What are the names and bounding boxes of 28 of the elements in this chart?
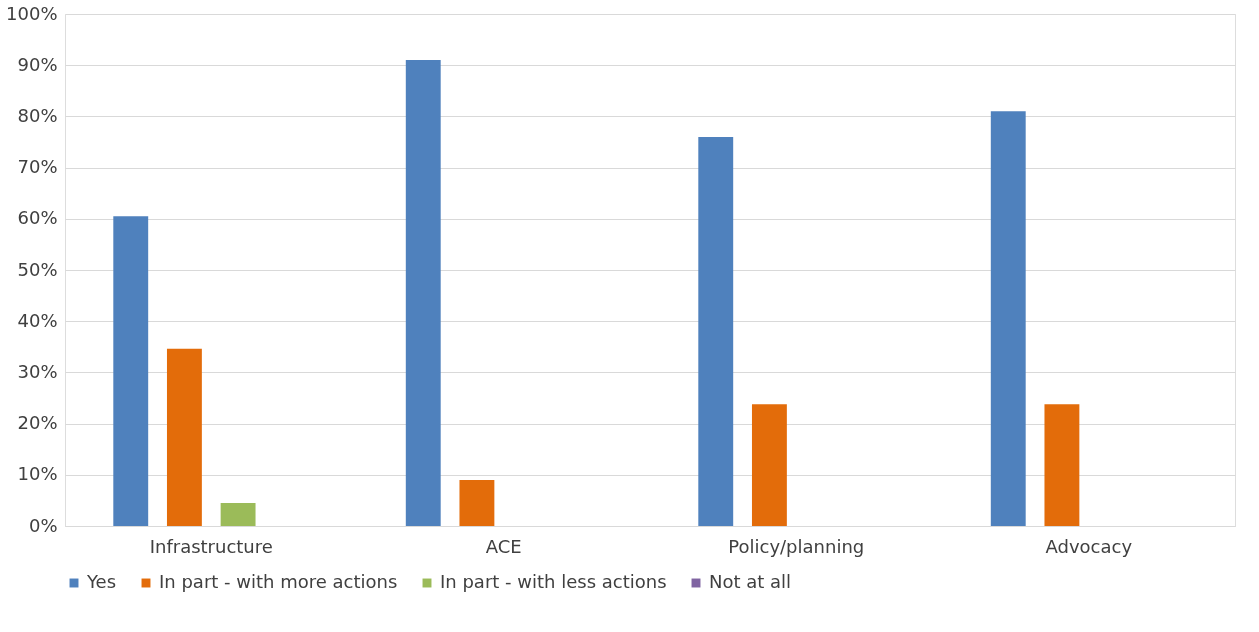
y-tick-label: 70%: [17, 156, 58, 178]
legend-label: Yes: [86, 571, 117, 592]
bar: [751, 404, 787, 526]
y-tick-label: 30%: [17, 360, 58, 382]
legend-label: Not at all: [709, 571, 792, 592]
x-tick-label: Advocacy: [1045, 535, 1133, 557]
y-tick-label: 20%: [17, 412, 58, 434]
bar: [166, 348, 202, 526]
bar: [405, 60, 441, 526]
bar: [990, 111, 1026, 526]
y-tick-label: 80%: [17, 104, 58, 126]
y-tick-label: 50%: [17, 258, 58, 280]
y-tick-label: 40%: [17, 309, 58, 331]
bar: [113, 216, 149, 526]
bar: [220, 502, 256, 526]
legend-label: In part - with less actions: [440, 571, 667, 592]
y-tick-label: 0%: [28, 514, 58, 536]
x-tick-label: ACE: [485, 535, 522, 557]
x-tick-label: Policy/planning: [728, 535, 865, 557]
y-tick-label: 100%: [6, 2, 58, 24]
bar: [459, 479, 495, 526]
x-tick-label: Infrastructure: [149, 535, 273, 557]
y-tick-label: 90%: [17, 53, 58, 75]
y-tick-label: 60%: [17, 207, 58, 229]
y-tick-label: 10%: [17, 463, 58, 485]
legend-label: In part - with more actions: [159, 571, 398, 592]
bar: [698, 136, 734, 526]
bar: [1044, 404, 1080, 526]
